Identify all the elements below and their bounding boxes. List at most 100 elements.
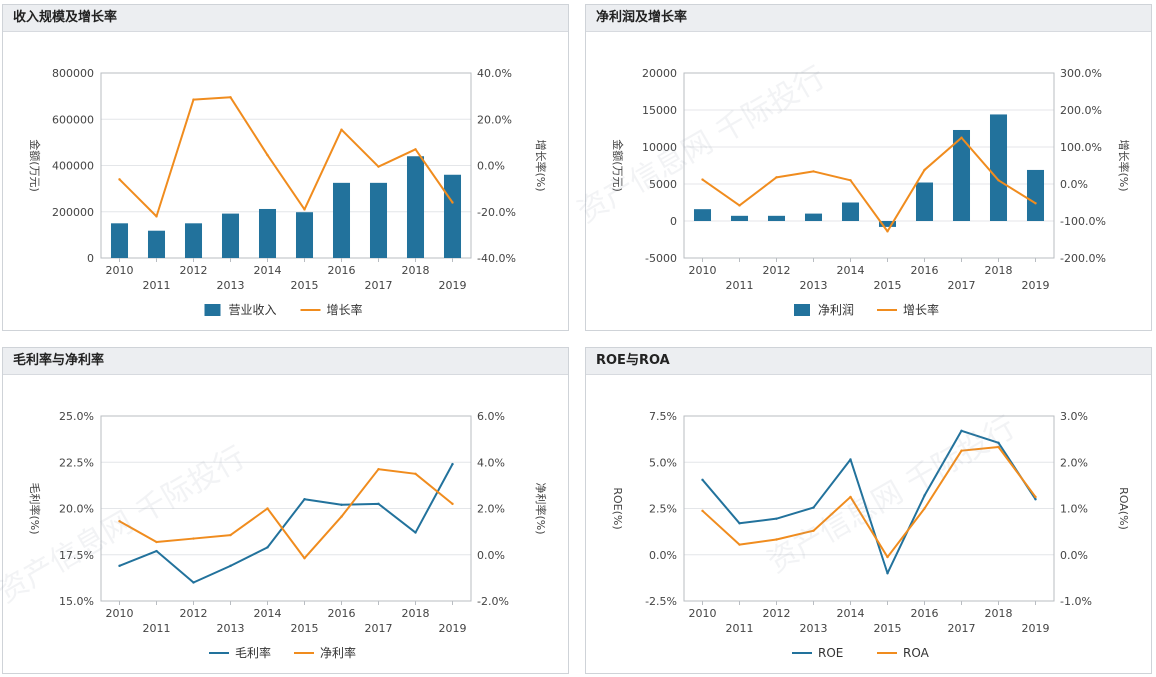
legend-swatch-bar: [794, 304, 810, 316]
line-point: [340, 515, 343, 518]
y-tick-label: 22.5%: [59, 456, 94, 469]
line-point: [340, 503, 343, 506]
line-point: [849, 179, 852, 182]
y-tick-label: 20000: [642, 67, 677, 80]
line-point: [738, 204, 741, 207]
series-line: [118, 96, 454, 218]
line-point: [192, 98, 195, 101]
x-tick-label: 2016: [328, 264, 356, 277]
y-tick-label: 7.5%: [649, 410, 677, 423]
y2-tick-label: -1.0%: [1060, 595, 1092, 608]
line-point: [451, 502, 454, 506]
bar: [841, 202, 860, 221]
bar: [221, 213, 240, 258]
line-point: [960, 136, 963, 139]
bar: [443, 174, 462, 258]
bar: [1026, 169, 1045, 221]
series-line: [701, 429, 1037, 575]
line-point: [886, 230, 889, 233]
line-point: [192, 581, 195, 584]
y2-tick-label: -40.0%: [477, 252, 516, 265]
bar: [730, 215, 749, 221]
bar: [406, 156, 425, 258]
line-point: [960, 429, 963, 432]
series-line: [701, 136, 1037, 233]
series-line: [701, 445, 1037, 559]
y2-tick-label: 2.0%: [1060, 456, 1088, 469]
legend-swatch-bar: [204, 304, 221, 316]
x-tick-label: 2012: [180, 264, 208, 277]
line-point: [229, 96, 232, 99]
x-tick-label: 2014: [254, 607, 282, 620]
margin-chart: 15.0% 17.5% 20.0% 22.5% 25.0% -2.0% 0.0% 2.0% 4.…: [28, 410, 548, 660]
bar: [295, 212, 314, 258]
x-tick-label: 2016: [911, 607, 939, 620]
y-tick-label: 17.5%: [59, 549, 94, 562]
y2-tick-label: 200.0%: [1060, 104, 1102, 117]
series-line: [119, 468, 454, 560]
line-point: [738, 522, 741, 525]
y-tick-label: 5.0%: [649, 456, 677, 469]
legend-label: 净利润: [818, 303, 854, 317]
line-point: [923, 168, 926, 172]
x-tick-label: 2017: [365, 279, 393, 292]
x-tick-label: 2018: [985, 607, 1013, 620]
line-point: [886, 555, 889, 559]
legend-label: 增长率: [327, 302, 363, 317]
panel-revenue: 收入规模及增长率 0 200000 400000 600000 800000 -40.0%…: [2, 4, 569, 331]
line-point: [266, 153, 269, 157]
y2-tick-label: 1.0%: [1060, 503, 1088, 516]
plot-frame: [683, 72, 1055, 259]
line-point: [997, 445, 1000, 449]
y-axis-title: 金额(万元): [28, 139, 42, 192]
x-tick-label: 2013: [217, 279, 245, 292]
line-point: [303, 208, 306, 211]
line-point: [812, 529, 815, 532]
x-tick-label: 2017: [948, 279, 976, 292]
y2-tick-label: 0.0%: [1060, 549, 1088, 562]
y-tick-label: 200000: [52, 206, 94, 219]
line-point: [701, 509, 704, 513]
y2-tick-label: 0.0%: [477, 160, 505, 173]
x-tick-label: 2010: [689, 264, 717, 277]
y2-tick-label: 3.0%: [1060, 410, 1088, 423]
plot-frame: [100, 72, 472, 259]
panel-roe-roa: ROE与ROA -2.5% 0.0% 2.5% 5.0% 7.5% -1.0% 0.0% 1.…: [585, 347, 1152, 674]
revenue-chart: 0 200000 400000 600000 800000 -40.0% -20.0% 0.0…: [28, 67, 548, 317]
y-tick-label: 2.5%: [649, 503, 677, 516]
legend-label: 毛利率: [235, 645, 271, 660]
y-axis-title: ROE(%): [611, 487, 624, 529]
x-tick-label: 2019: [1022, 279, 1050, 292]
y-tick-label: 400000: [52, 160, 94, 173]
bar: [184, 223, 203, 258]
line-point: [451, 462, 454, 466]
line-point: [155, 215, 158, 218]
line-point: [775, 517, 778, 520]
line-point: [812, 506, 815, 509]
y2-axis-title: 增长率(%): [534, 139, 548, 191]
bar: [878, 221, 897, 227]
legend-label: 营业收入: [229, 303, 277, 317]
y-tick-label: 15.0%: [59, 595, 94, 608]
bar: [693, 209, 712, 221]
y2-tick-label: -2.0%: [477, 595, 509, 608]
bar: [767, 215, 786, 221]
x-tick-label: 2019: [439, 622, 467, 635]
y2-tick-label: 6.0%: [477, 410, 505, 423]
panel-margins: 毛利率与净利率 15.0% 17.5% 20.0% 22.5% 25.0% -2.0% 0.…: [2, 347, 569, 674]
line-point: [192, 537, 195, 540]
line-point: [229, 564, 232, 568]
x-tick-label: 2016: [911, 264, 939, 277]
y2-tick-label: 4.0%: [477, 456, 505, 469]
x-tick-label: 2011: [143, 622, 171, 635]
x-tick-label: 2011: [143, 279, 171, 292]
x-tick-label: 2014: [837, 607, 865, 620]
x-tick-label: 2010: [106, 607, 134, 620]
line-point: [118, 564, 121, 568]
y2-tick-label: -20.0%: [477, 206, 516, 219]
y-tick-label: 25.0%: [59, 410, 94, 423]
y2-tick-label: 0.0%: [1060, 178, 1088, 191]
y-tick-label: 10000: [642, 141, 677, 154]
y2-tick-label: 100.0%: [1060, 141, 1102, 154]
line-point: [155, 549, 158, 553]
